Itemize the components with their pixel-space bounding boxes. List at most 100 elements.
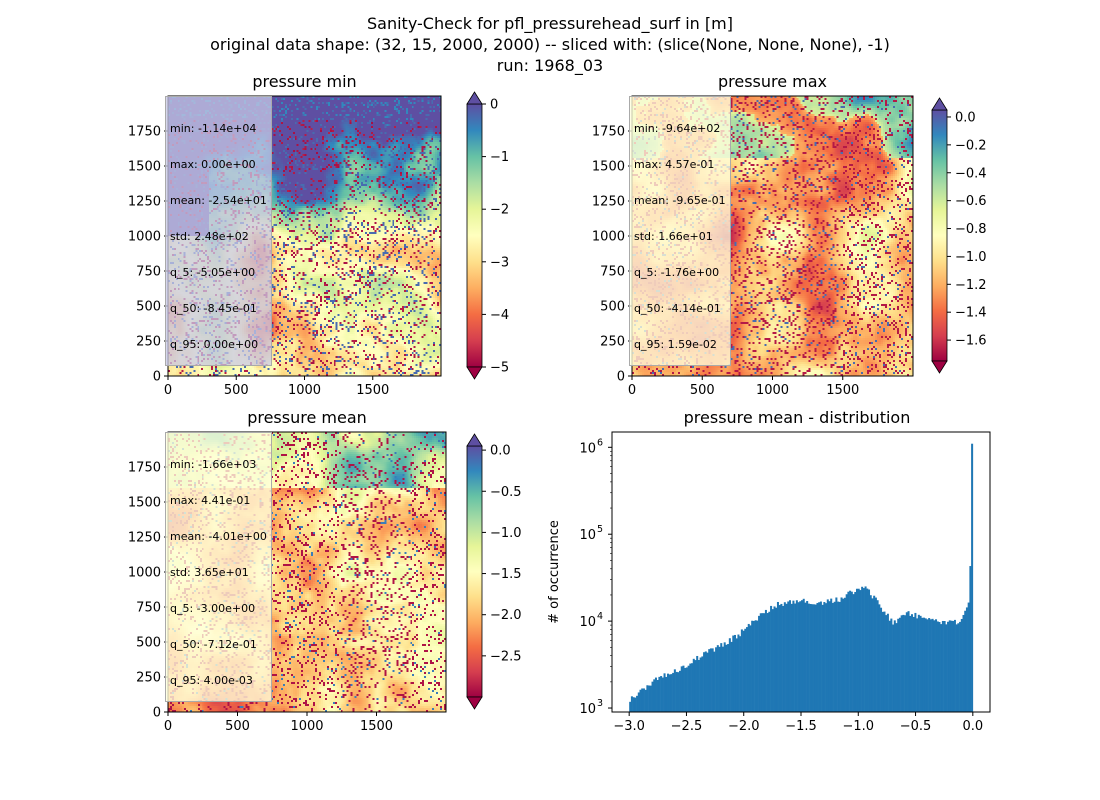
- stat-max: max: 0.00e+00: [170, 158, 256, 171]
- x-tick-label: 1000: [288, 383, 321, 398]
- histogram-bar: [885, 615, 888, 712]
- histogram-bar: [687, 665, 690, 712]
- histogram-bar: [809, 603, 812, 712]
- histogram-bar: [952, 621, 955, 712]
- histogram-bar: [756, 620, 759, 712]
- y-tick-label: 1750: [592, 125, 625, 140]
- histogram-bar: [751, 620, 754, 712]
- histogram-bar: [823, 602, 826, 712]
- histogram-bar: [795, 600, 798, 712]
- histogram-bar: [716, 645, 719, 712]
- histogram-bar: [931, 618, 934, 712]
- colorbar-tick-label: −1.5: [490, 567, 522, 582]
- histogram-bar: [933, 620, 936, 712]
- x-tick-label: −1.0: [842, 719, 874, 734]
- histogram-bar: [732, 635, 735, 712]
- histogram-bar: [725, 644, 728, 712]
- histogram-bar: [679, 670, 682, 712]
- histogram-bar: [866, 588, 869, 712]
- stat-std: std: 2.48e+02: [170, 230, 249, 243]
- colorbar-tick-label: −0.2: [955, 138, 987, 153]
- histogram-bar: [656, 679, 659, 712]
- y-tick-label: 0: [153, 370, 161, 385]
- histogram-bar: [694, 660, 697, 712]
- y-tick-label: 750: [600, 265, 625, 280]
- stats-box-pressure-min: min: -1.14e+04 max: 0.00e+00 mean: -2.54…: [165, 96, 272, 366]
- histogram-bar: [847, 591, 850, 712]
- histogram-bar: [699, 657, 702, 712]
- x-tick-label: 0: [164, 383, 172, 398]
- histogram-bar: [842, 598, 845, 712]
- y-tick-label: 1500: [128, 496, 161, 511]
- y-tick-label: 1500: [592, 160, 625, 175]
- stat-q95: q_95: 1.59e-02: [634, 338, 717, 351]
- histogram-bar: [938, 622, 941, 712]
- histogram-bar: [773, 606, 776, 712]
- histogram-bar: [859, 590, 862, 712]
- histogram-bar: [895, 623, 898, 712]
- histogram-bar: [838, 601, 841, 712]
- histogram-bar: [818, 602, 821, 712]
- histogram-bar: [806, 601, 809, 712]
- histogram-bar: [864, 586, 867, 712]
- histogram-bar: [941, 620, 944, 712]
- y-tick-label: 500: [136, 300, 161, 315]
- histogram-bar: [684, 667, 687, 712]
- histogram-bar: [816, 602, 819, 712]
- colorbar-tick-label: −3: [490, 255, 509, 270]
- histogram-bar: [689, 663, 692, 712]
- histogram-bar: [775, 607, 778, 712]
- figure-title-line-1: Sanity-Check for pfl_pressurehead_surf i…: [367, 14, 733, 33]
- x-tick-label: 1500: [360, 719, 393, 734]
- histogram-bar: [646, 685, 649, 712]
- histogram-bar: [754, 620, 757, 712]
- y-tick-label: 10: [579, 441, 596, 456]
- stats-box-pressure-max: min: -9.64e+02 max: 4.57e-01 mean: -9.65…: [629, 96, 731, 366]
- y-tick-exponent: 4: [597, 611, 603, 622]
- histogram-bar: [727, 644, 730, 712]
- y-tick-label: 250: [600, 335, 625, 350]
- x-tick-label: −2.0: [728, 719, 760, 734]
- histogram-bar: [960, 618, 963, 712]
- stat-mean: mean: -2.54e+01: [170, 194, 267, 207]
- colorbar-tick-label: −1.6: [955, 334, 987, 349]
- colorbar-extend-max: [466, 433, 483, 447]
- colorbar-tick-label: 0: [490, 98, 498, 113]
- x-tick-label: 1000: [290, 719, 323, 734]
- panel-title-pressure-min: pressure min: [252, 72, 357, 91]
- y-tick-label: 1750: [128, 125, 161, 140]
- colorbar-tick-label: −2: [490, 203, 509, 218]
- stat-min: min: -1.66e+03: [170, 458, 257, 471]
- histogram-bar: [888, 620, 891, 712]
- histogram-bar: [845, 594, 848, 712]
- x-tick-label: 1500: [826, 383, 859, 398]
- histogram-bar: [943, 621, 946, 712]
- histogram-bar: [843, 597, 846, 712]
- colorbar-tick-label: −1.0: [490, 526, 522, 541]
- stat-q5: q_5: -1.76e+00: [634, 266, 720, 279]
- histogram-bar: [720, 643, 723, 712]
- histogram-bar: [804, 602, 807, 712]
- stat-max: max: 4.41e-01: [170, 494, 251, 507]
- histogram-bar: [959, 621, 962, 712]
- colorbar-tick-label: 0.0: [490, 444, 511, 459]
- histogram-bar: [792, 600, 795, 712]
- histogram-bar: [653, 679, 656, 712]
- histogram-bar: [828, 601, 831, 712]
- histogram-bar: [648, 685, 651, 712]
- histogram-bar: [892, 624, 895, 712]
- histogram-bar: [876, 600, 879, 712]
- colorbar-tick-label: −0.4: [955, 166, 987, 181]
- histogram-bar: [706, 652, 709, 712]
- histogram-bar: [763, 613, 766, 712]
- histogram-bar: [912, 616, 915, 712]
- histogram-bar: [709, 648, 712, 712]
- colorbar-tick-label: −2.0: [490, 608, 522, 623]
- histogram-bar: [971, 443, 974, 712]
- panel-title-pressure-max: pressure max: [717, 72, 828, 91]
- histogram-bar: [833, 601, 836, 712]
- histogram-bar: [881, 611, 884, 712]
- x-tick-label: 0: [628, 383, 636, 398]
- y-tick-label: 1000: [592, 230, 625, 245]
- histogram-bar: [821, 604, 824, 712]
